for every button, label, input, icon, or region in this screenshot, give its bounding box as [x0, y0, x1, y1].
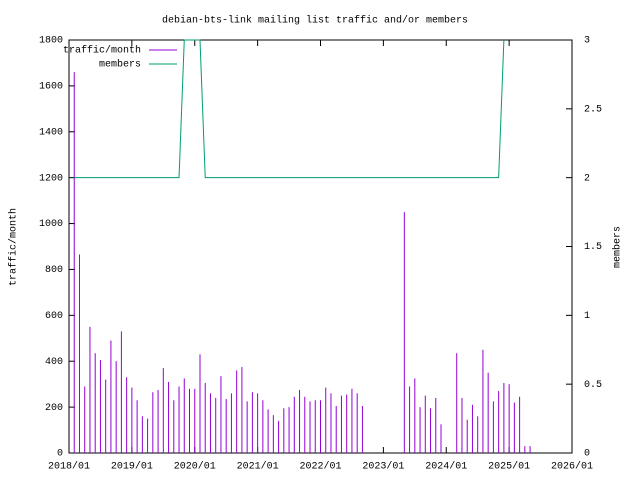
plot-border	[68, 39, 573, 454]
y-axis-label: traffic/month	[8, 208, 20, 286]
x-tick-label: 2026/01	[551, 461, 593, 473]
y2-tick-label: 2.5	[584, 104, 602, 115]
chart-title: debian-bts-link mailing list traffic and…	[162, 15, 468, 27]
y2-axis-label: members	[612, 226, 624, 268]
y-tick-label: 1200	[39, 173, 63, 184]
y-tick-label: 200	[45, 403, 63, 414]
y-tick-label: 0	[57, 449, 63, 460]
y-tick-label: 1800	[39, 36, 63, 47]
y2-tick-label: 1	[584, 311, 590, 322]
legend-label: traffic/month	[63, 45, 141, 57]
members-line	[74, 39, 505, 179]
x-tick-label: 2019/01	[111, 461, 153, 473]
legend-label: members	[99, 59, 141, 71]
y-tick-label: 800	[45, 265, 63, 276]
y-tick-label: 600	[45, 311, 63, 322]
y-tick-label: 1000	[39, 219, 63, 230]
y-tick-label: 1600	[39, 82, 63, 93]
y2-tick-label: 1.5	[584, 242, 602, 253]
x-tick-label: 2023/01	[362, 461, 404, 473]
y2-tick-label: 2	[584, 173, 590, 184]
x-tick-label: 2018/01	[48, 461, 90, 473]
x-tick-label: 2022/01	[299, 461, 341, 473]
x-tick-label: 2021/01	[237, 461, 279, 473]
x-tick-label: 2025/01	[488, 461, 530, 473]
y-tick-label: 400	[45, 357, 63, 368]
y2-tick-label: 0.5	[584, 380, 602, 391]
y2-tick-label: 0	[584, 449, 590, 460]
x-tick-label: 2020/01	[174, 461, 216, 473]
y-tick-label: 1400	[39, 127, 63, 138]
y2-tick-label: 3	[584, 36, 590, 47]
x-tick-label: 2024/01	[425, 461, 467, 473]
